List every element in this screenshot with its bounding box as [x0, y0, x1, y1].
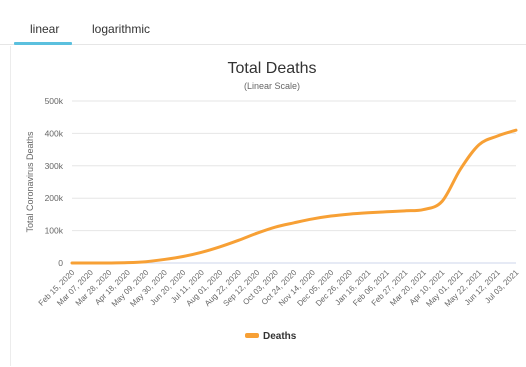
- legend-label-deaths[interactable]: Deaths: [263, 331, 297, 342]
- y-tick-label: 300k: [45, 161, 64, 171]
- data-point[interactable]: [88, 260, 94, 266]
- y-tick-label: 100k: [45, 226, 64, 236]
- data-point[interactable]: [69, 260, 75, 266]
- data-point[interactable]: [365, 210, 371, 216]
- data-point[interactable]: [402, 208, 408, 214]
- data-point[interactable]: [273, 224, 279, 230]
- scale-tab-bar: linear logarithmic: [0, 0, 526, 45]
- active-tab-indicator: [14, 42, 72, 45]
- data-point[interactable]: [328, 213, 334, 219]
- data-point[interactable]: [291, 220, 297, 226]
- y-tick-label: 500k: [45, 96, 64, 106]
- y-tick-label: 0: [58, 258, 63, 268]
- chart-title: Total Deaths: [228, 60, 317, 77]
- series-line-deaths[interactable]: [70, 128, 518, 265]
- chart-subtitle: (Linear Scale): [244, 81, 300, 91]
- data-point[interactable]: [458, 166, 464, 172]
- data-point[interactable]: [236, 237, 242, 243]
- data-point[interactable]: [217, 244, 223, 250]
- data-point[interactable]: [439, 198, 445, 204]
- data-point[interactable]: [162, 256, 168, 262]
- chart-container: [10, 46, 517, 366]
- data-point[interactable]: [476, 142, 482, 148]
- data-point[interactable]: [421, 207, 427, 213]
- data-point[interactable]: [310, 216, 316, 222]
- y-tick-label: 400k: [45, 128, 64, 138]
- data-point[interactable]: [199, 249, 205, 255]
- data-point[interactable]: [143, 259, 149, 265]
- data-point[interactable]: [513, 127, 519, 133]
- data-point[interactable]: [106, 260, 112, 266]
- data-point[interactable]: [384, 209, 390, 215]
- y-axis-label: Total Coronavirus Deaths: [25, 131, 35, 233]
- y-tick-label: 200k: [45, 193, 64, 203]
- data-point[interactable]: [254, 230, 260, 236]
- data-point[interactable]: [495, 133, 501, 139]
- legend: Deaths: [245, 331, 297, 342]
- data-point[interactable]: [347, 211, 353, 217]
- tab-linear[interactable]: linear: [30, 22, 60, 36]
- data-point[interactable]: [125, 260, 131, 266]
- data-point[interactable]: [180, 254, 186, 260]
- tab-logarithmic[interactable]: logarithmic: [92, 22, 151, 36]
- legend-swatch-deaths: [245, 333, 259, 338]
